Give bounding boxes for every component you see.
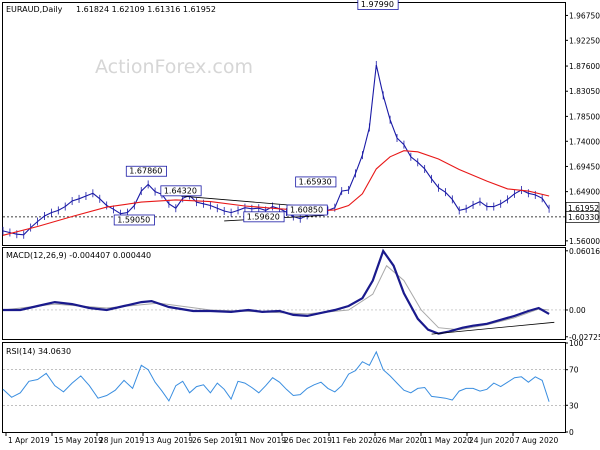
macd-panel-frame xyxy=(2,247,566,340)
x-tick-label: 11 Feb 2020 xyxy=(331,436,378,445)
y-tick-label: 1.96750 xyxy=(569,11,600,20)
y-tick-label: -0.02725 xyxy=(569,333,600,342)
y-tick-label: 30 xyxy=(569,401,579,410)
price-callout: 1.65930 xyxy=(295,176,337,188)
rsi-line xyxy=(2,350,550,402)
x-tick-label: 1 Apr 2019 xyxy=(8,436,50,445)
x-tick-label: 24 Jun 2020 xyxy=(469,436,514,445)
price-callouts-group: 1.97990 1.67860 1.64320 1.65930 1.59050 1.596… xyxy=(113,0,399,226)
y-tick-label: 100 xyxy=(569,339,584,348)
price-callout-box xyxy=(357,0,399,10)
macd-main-line xyxy=(3,248,550,335)
x-tick-label: 13 Aug 2019 xyxy=(145,436,193,445)
price-callout-box xyxy=(243,211,285,223)
rsi-panel-title: RSI(14) 34.0630 xyxy=(6,347,71,356)
macd-trendline xyxy=(431,321,555,335)
price-level-label: 1.61952 xyxy=(568,204,599,213)
y-tick-label: 1.74000 xyxy=(569,137,600,146)
price-level-marker: 1.60330 xyxy=(565,211,600,223)
x-tick-label: 7 Aug 2020 xyxy=(515,436,558,445)
y-tick-label: 1.92250 xyxy=(569,36,600,45)
price-callout: 1.64320 xyxy=(160,185,202,197)
x-tick-label: 11 May 2020 xyxy=(423,436,472,445)
y-tick-label: 70 xyxy=(569,366,579,375)
macd-series-group xyxy=(2,248,555,335)
rsi-reference-lines xyxy=(3,369,565,406)
price-callout-label: 1.97990 xyxy=(361,0,394,9)
price-level-label: 1.60330 xyxy=(568,213,599,222)
price-callout: 1.67860 xyxy=(125,165,167,177)
price-callout-box xyxy=(113,214,155,226)
y-tick-label: 1.69450 xyxy=(569,162,600,171)
price-callout-box xyxy=(295,176,337,188)
x-tick-label: 26 Dec 2019 xyxy=(284,436,332,445)
y-tick-label: 0.060165 xyxy=(569,247,600,256)
macd-y-axis: 0.060165 0.00 -0.02725 xyxy=(565,247,600,342)
price-callout: 1.59050 xyxy=(113,214,155,226)
price-callout-label: 1.64320 xyxy=(164,186,197,195)
y-tick-label: 1.78500 xyxy=(569,112,600,121)
price-y-axis: 1.96750 1.92250 1.87600 1.83050 1.78500 1.740… xyxy=(565,11,600,246)
x-tick-label: 26 Mar 2020 xyxy=(377,436,425,445)
price-callout-box xyxy=(160,185,202,197)
price-callout-label: 1.60850 xyxy=(290,206,323,215)
price-callout-label: 1.59050 xyxy=(117,215,150,224)
price-level-box xyxy=(565,211,600,223)
price-panel-ohlc: 1.61824 1.62109 1.61316 1.61952 xyxy=(76,5,216,14)
price-series-line xyxy=(2,64,550,236)
price-callout: 1.60850 xyxy=(286,204,328,216)
y-tick-label: 0 xyxy=(569,428,574,437)
watermark: ActionForex.com xyxy=(95,56,253,78)
price-callout: 1.59620 xyxy=(243,211,285,223)
price-callout-label: 1.59620 xyxy=(247,212,280,221)
triangle-upper-trendline xyxy=(180,195,308,207)
price-callout: 1.97990 xyxy=(357,0,399,10)
x-tick-label: 28 Jun 2019 xyxy=(99,436,144,445)
price-callout-box xyxy=(286,204,328,216)
price-series-group xyxy=(2,60,550,239)
y-tick-label: 1.87600 xyxy=(569,62,600,71)
moving-average-line xyxy=(2,150,550,236)
x-tick-label: 11 Nov 2019 xyxy=(238,436,286,445)
price-panel-symbol: EURAUD,Daily xyxy=(6,5,63,14)
rsi-series-group xyxy=(2,350,550,402)
rsi-y-axis: 100 70 30 0 xyxy=(565,339,584,437)
y-tick-label: 1.83050 xyxy=(569,87,600,96)
price-callout-box xyxy=(125,165,167,177)
price-callout-label: 1.67860 xyxy=(129,167,162,176)
price-callout-label: 1.65930 xyxy=(299,177,332,186)
y-tick-label: 1.56000 xyxy=(569,237,600,246)
macd-panel-title: MACD(12,26,9) -0.004407 0.000440 xyxy=(6,251,151,260)
y-tick-label: 0.00 xyxy=(569,306,586,315)
y-tick-label: 1.64900 xyxy=(569,188,600,197)
x-tick-label: 15 May 2019 xyxy=(54,436,103,445)
x-tick-label: 26 Sep 2019 xyxy=(192,436,240,445)
